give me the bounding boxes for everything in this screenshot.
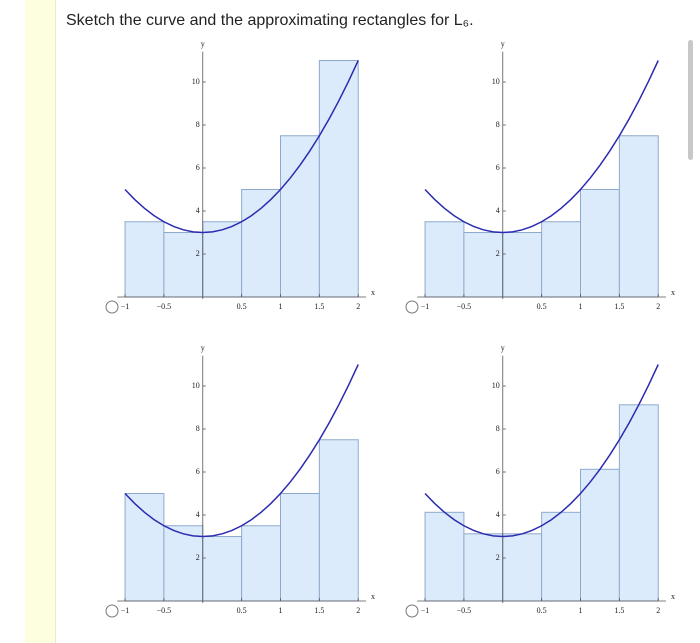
y-tick-label: 8 bbox=[496, 120, 500, 129]
x-tick-label: 1 bbox=[279, 606, 283, 615]
graph: x y −1 −0.5 0.5 1 1.5 2 2 4 6 8 10 bbox=[405, 344, 675, 618]
x-axis-label: x bbox=[371, 592, 375, 601]
radio-button[interactable] bbox=[405, 604, 419, 618]
x-tick-label: 1 bbox=[579, 606, 583, 615]
rectangle bbox=[502, 533, 543, 602]
y-axis-label: y bbox=[501, 344, 505, 353]
question-prompt: Sketch the curve and the approximating r… bbox=[66, 12, 474, 29]
rectangle bbox=[163, 232, 204, 298]
y-tick-label: 6 bbox=[196, 163, 200, 172]
rectangle bbox=[202, 536, 243, 602]
curve bbox=[124, 364, 359, 538]
graph: x y −1 −0.5 0.5 1 1.5 2 2 4 6 8 10 bbox=[105, 40, 375, 314]
x-axis-label: x bbox=[671, 288, 675, 297]
x-tick-label: 1.5 bbox=[614, 302, 624, 311]
rectangle bbox=[124, 493, 165, 602]
x-tick-label: −1 bbox=[421, 302, 430, 311]
rectangle bbox=[463, 232, 504, 298]
y-tick-label: 4 bbox=[196, 510, 200, 519]
y-tick-label: 10 bbox=[192, 77, 200, 86]
rectangle bbox=[541, 221, 581, 298]
y-tick-label: 8 bbox=[196, 424, 200, 433]
x-tick-label: 2 bbox=[656, 606, 660, 615]
curve bbox=[124, 60, 359, 234]
y-tick-label: 2 bbox=[196, 249, 200, 258]
rectangle bbox=[318, 439, 359, 602]
x-tick-label: −1 bbox=[121, 302, 130, 311]
y-tick-label: 6 bbox=[496, 467, 500, 476]
x-tick-label: −0.5 bbox=[157, 606, 172, 615]
y-tick-label: 2 bbox=[496, 249, 500, 258]
graph: x y −1 −0.5 0.5 1 1.5 2 2 4 6 8 10 bbox=[105, 344, 375, 618]
rectangle bbox=[124, 221, 165, 298]
rectangle bbox=[618, 135, 659, 298]
x-tick-label: 2 bbox=[356, 302, 360, 311]
x-axis-label: x bbox=[671, 592, 675, 601]
rectangle bbox=[280, 493, 320, 602]
rectangle bbox=[541, 511, 581, 602]
scrollbar[interactable] bbox=[688, 40, 693, 160]
y-tick-label: 4 bbox=[496, 510, 500, 519]
x-tick-label: −1 bbox=[121, 606, 130, 615]
rectangle bbox=[318, 60, 359, 298]
rectangle bbox=[580, 468, 620, 602]
rectangle bbox=[424, 221, 465, 298]
y-axis-label: y bbox=[501, 40, 505, 49]
rectangle bbox=[241, 189, 282, 298]
x-tick-label: 2 bbox=[356, 606, 360, 615]
y-axis-label: y bbox=[201, 344, 205, 353]
rectangle bbox=[463, 533, 504, 602]
x-tick-label: 2 bbox=[656, 302, 660, 311]
rectangle bbox=[580, 189, 620, 298]
graph: x y −1 −0.5 0.5 1 1.5 2 2 4 6 8 10 bbox=[405, 40, 675, 314]
curve bbox=[424, 60, 659, 234]
x-axis-label: x bbox=[371, 288, 375, 297]
x-tick-label: 0.5 bbox=[537, 302, 547, 311]
y-tick-label: 4 bbox=[496, 206, 500, 215]
x-tick-label: 1.5 bbox=[614, 606, 624, 615]
x-tick-label: −1 bbox=[421, 606, 430, 615]
curve bbox=[424, 364, 659, 538]
x-tick-label: 0.5 bbox=[237, 606, 247, 615]
x-tick-label: 0.5 bbox=[537, 606, 547, 615]
y-axis-label: y bbox=[201, 40, 205, 49]
y-tick-label: 8 bbox=[196, 120, 200, 129]
side-strip bbox=[25, 0, 56, 643]
y-tick-label: 10 bbox=[492, 381, 500, 390]
y-tick-label: 10 bbox=[492, 77, 500, 86]
rectangle bbox=[280, 135, 320, 298]
rectangle bbox=[163, 525, 204, 602]
rectangle bbox=[618, 404, 659, 602]
y-tick-label: 6 bbox=[196, 467, 200, 476]
x-tick-label: 1.5 bbox=[314, 606, 324, 615]
y-tick-label: 4 bbox=[196, 206, 200, 215]
x-tick-label: −0.5 bbox=[457, 302, 472, 311]
y-tick-label: 10 bbox=[192, 381, 200, 390]
rectangle bbox=[502, 232, 543, 298]
x-tick-label: −0.5 bbox=[157, 302, 172, 311]
x-tick-label: 0.5 bbox=[237, 302, 247, 311]
rectangle bbox=[241, 525, 282, 602]
y-tick-label: 2 bbox=[496, 553, 500, 562]
y-tick-label: 8 bbox=[496, 424, 500, 433]
rectangle bbox=[202, 221, 243, 298]
x-tick-label: 1.5 bbox=[314, 302, 324, 311]
radio-button[interactable] bbox=[405, 300, 419, 314]
x-tick-label: 1 bbox=[279, 302, 283, 311]
y-tick-label: 6 bbox=[496, 163, 500, 172]
radio-button[interactable] bbox=[105, 300, 119, 314]
radio-button[interactable] bbox=[105, 604, 119, 618]
rectangle bbox=[424, 511, 465, 602]
x-tick-label: 1 bbox=[579, 302, 583, 311]
x-tick-label: −0.5 bbox=[457, 606, 472, 615]
y-tick-label: 2 bbox=[196, 553, 200, 562]
